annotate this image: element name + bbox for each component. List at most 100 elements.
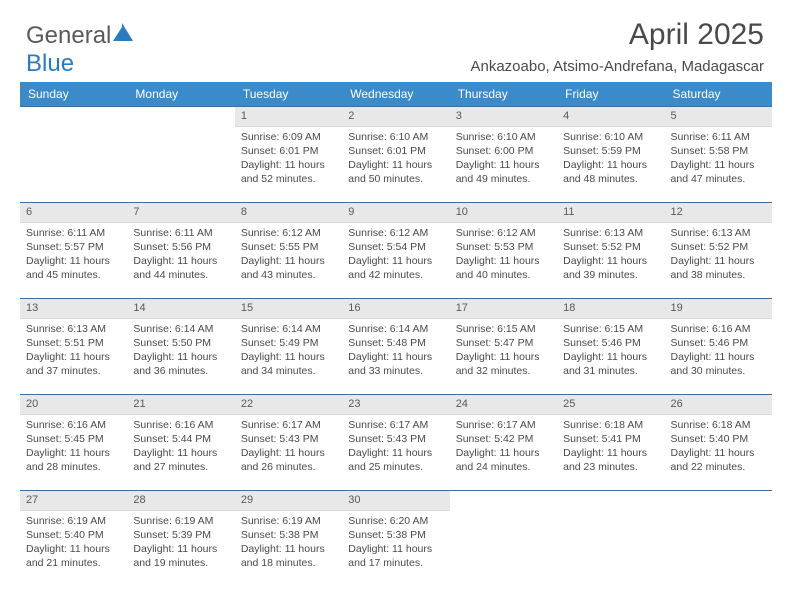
day-number: 10	[450, 203, 557, 223]
day-number: 8	[235, 203, 342, 223]
day-number: 3	[450, 107, 557, 127]
calendar-week-row: 13Sunrise: 6:13 AMSunset: 5:51 PMDayligh…	[20, 299, 772, 395]
weekday-header: Tuesday	[235, 82, 342, 107]
calendar-week-row: 20Sunrise: 6:16 AMSunset: 5:45 PMDayligh…	[20, 395, 772, 491]
day-number: 13	[20, 299, 127, 319]
calendar-day-cell: 21Sunrise: 6:16 AMSunset: 5:44 PMDayligh…	[127, 395, 234, 491]
calendar-day-cell: 22Sunrise: 6:17 AMSunset: 5:43 PMDayligh…	[235, 395, 342, 491]
day-number: 24	[450, 395, 557, 415]
day-number: 19	[665, 299, 772, 319]
day-number: 7	[127, 203, 234, 223]
day-details: Sunrise: 6:17 AMSunset: 5:43 PMDaylight:…	[235, 415, 342, 479]
day-details: Sunrise: 6:13 AMSunset: 5:51 PMDaylight:…	[20, 319, 127, 383]
day-details: Sunrise: 6:10 AMSunset: 6:00 PMDaylight:…	[450, 127, 557, 191]
calendar-day-cell: 19Sunrise: 6:16 AMSunset: 5:46 PMDayligh…	[665, 299, 772, 395]
calendar-day-cell: 23Sunrise: 6:17 AMSunset: 5:43 PMDayligh…	[342, 395, 449, 491]
day-details: Sunrise: 6:17 AMSunset: 5:43 PMDaylight:…	[342, 415, 449, 479]
day-number: 15	[235, 299, 342, 319]
day-number: 5	[665, 107, 772, 127]
brand-triangle-icon	[113, 27, 122, 41]
day-number: 12	[665, 203, 772, 223]
brand-logo: General Blue	[26, 22, 133, 78]
day-number: 9	[342, 203, 449, 223]
calendar-day-cell: 1Sunrise: 6:09 AMSunset: 6:01 PMDaylight…	[235, 107, 342, 203]
calendar-day-cell: 15Sunrise: 6:14 AMSunset: 5:49 PMDayligh…	[235, 299, 342, 395]
day-number: 29	[235, 491, 342, 511]
day-number: 1	[235, 107, 342, 127]
calendar-day-cell: ..	[20, 107, 127, 203]
weekday-header: Thursday	[450, 82, 557, 107]
calendar-day-cell: 11Sunrise: 6:13 AMSunset: 5:52 PMDayligh…	[557, 203, 664, 299]
day-number: 4	[557, 107, 664, 127]
day-details: Sunrise: 6:12 AMSunset: 5:54 PMDaylight:…	[342, 223, 449, 287]
day-details: Sunrise: 6:15 AMSunset: 5:46 PMDaylight:…	[557, 319, 664, 383]
calendar-day-cell: 16Sunrise: 6:14 AMSunset: 5:48 PMDayligh…	[342, 299, 449, 395]
calendar-day-cell: 29Sunrise: 6:19 AMSunset: 5:38 PMDayligh…	[235, 491, 342, 587]
calendar-day-cell: 9Sunrise: 6:12 AMSunset: 5:54 PMDaylight…	[342, 203, 449, 299]
calendar-day-cell: 10Sunrise: 6:12 AMSunset: 5:53 PMDayligh…	[450, 203, 557, 299]
day-number: 21	[127, 395, 234, 415]
calendar-day-cell: 6Sunrise: 6:11 AMSunset: 5:57 PMDaylight…	[20, 203, 127, 299]
weekday-header: Monday	[127, 82, 234, 107]
day-details: Sunrise: 6:12 AMSunset: 5:55 PMDaylight:…	[235, 223, 342, 287]
day-number: 6	[20, 203, 127, 223]
day-details: Sunrise: 6:15 AMSunset: 5:47 PMDaylight:…	[450, 319, 557, 383]
day-details: Sunrise: 6:14 AMSunset: 5:50 PMDaylight:…	[127, 319, 234, 383]
day-number: 27	[20, 491, 127, 511]
calendar-day-cell: 12Sunrise: 6:13 AMSunset: 5:52 PMDayligh…	[665, 203, 772, 299]
calendar-day-cell: 28Sunrise: 6:19 AMSunset: 5:39 PMDayligh…	[127, 491, 234, 587]
calendar-day-cell: 17Sunrise: 6:15 AMSunset: 5:47 PMDayligh…	[450, 299, 557, 395]
day-details: Sunrise: 6:10 AMSunset: 5:59 PMDaylight:…	[557, 127, 664, 191]
calendar-day-cell: ..	[665, 491, 772, 587]
day-number: 17	[450, 299, 557, 319]
day-details: Sunrise: 6:11 AMSunset: 5:56 PMDaylight:…	[127, 223, 234, 287]
calendar-day-cell: 24Sunrise: 6:17 AMSunset: 5:42 PMDayligh…	[450, 395, 557, 491]
calendar-day-cell: 14Sunrise: 6:14 AMSunset: 5:50 PMDayligh…	[127, 299, 234, 395]
calendar-day-cell: 18Sunrise: 6:15 AMSunset: 5:46 PMDayligh…	[557, 299, 664, 395]
calendar-day-cell: 5Sunrise: 6:11 AMSunset: 5:58 PMDaylight…	[665, 107, 772, 203]
day-number: 30	[342, 491, 449, 511]
day-details: Sunrise: 6:17 AMSunset: 5:42 PMDaylight:…	[450, 415, 557, 479]
day-details: Sunrise: 6:13 AMSunset: 5:52 PMDaylight:…	[557, 223, 664, 287]
calendar-day-cell: 7Sunrise: 6:11 AMSunset: 5:56 PMDaylight…	[127, 203, 234, 299]
day-details: Sunrise: 6:19 AMSunset: 5:40 PMDaylight:…	[20, 511, 127, 575]
day-number: 23	[342, 395, 449, 415]
day-details: Sunrise: 6:14 AMSunset: 5:49 PMDaylight:…	[235, 319, 342, 383]
page-title: April 2025	[470, 18, 764, 52]
day-details: Sunrise: 6:18 AMSunset: 5:41 PMDaylight:…	[557, 415, 664, 479]
calendar-day-cell: 20Sunrise: 6:16 AMSunset: 5:45 PMDayligh…	[20, 395, 127, 491]
day-number: 14	[127, 299, 234, 319]
weekday-header: Wednesday	[342, 82, 449, 107]
calendar-day-cell: 30Sunrise: 6:20 AMSunset: 5:38 PMDayligh…	[342, 491, 449, 587]
day-details: Sunrise: 6:19 AMSunset: 5:38 PMDaylight:…	[235, 511, 342, 575]
calendar-day-cell: 26Sunrise: 6:18 AMSunset: 5:40 PMDayligh…	[665, 395, 772, 491]
day-details: Sunrise: 6:16 AMSunset: 5:46 PMDaylight:…	[665, 319, 772, 383]
calendar-day-cell: 25Sunrise: 6:18 AMSunset: 5:41 PMDayligh…	[557, 395, 664, 491]
day-details: Sunrise: 6:16 AMSunset: 5:45 PMDaylight:…	[20, 415, 127, 479]
calendar-body: .... 1Sunrise: 6:09 AMSunset: 6:01 PMDayl…	[20, 107, 772, 587]
day-details: Sunrise: 6:18 AMSunset: 5:40 PMDaylight:…	[665, 415, 772, 479]
header-right: April 2025 Ankazoabo, Atsimo-Andrefana, …	[470, 18, 764, 75]
calendar-week-row: 27Sunrise: 6:19 AMSunset: 5:40 PMDayligh…	[20, 491, 772, 587]
day-details: Sunrise: 6:19 AMSunset: 5:39 PMDaylight:…	[127, 511, 234, 575]
day-details: Sunrise: 6:11 AMSunset: 5:57 PMDaylight:…	[20, 223, 127, 287]
day-number: 11	[557, 203, 664, 223]
day-number: 20	[20, 395, 127, 415]
day-details: Sunrise: 6:14 AMSunset: 5:48 PMDaylight:…	[342, 319, 449, 383]
calendar-day-cell: 4Sunrise: 6:10 AMSunset: 5:59 PMDaylight…	[557, 107, 664, 203]
calendar-day-cell: 8Sunrise: 6:12 AMSunset: 5:55 PMDaylight…	[235, 203, 342, 299]
day-details: Sunrise: 6:13 AMSunset: 5:52 PMDaylight:…	[665, 223, 772, 287]
calendar-day-cell: 27Sunrise: 6:19 AMSunset: 5:40 PMDayligh…	[20, 491, 127, 587]
calendar-week-row: ....1Sunrise: 6:09 AMSunset: 6:01 PMDayl…	[20, 107, 772, 203]
weekday-header: Saturday	[665, 82, 772, 107]
calendar-table: SundayMondayTuesdayWednesdayThursdayFrid…	[20, 82, 772, 587]
day-details: Sunrise: 6:10 AMSunset: 6:01 PMDaylight:…	[342, 127, 449, 191]
calendar-day-cell: 13Sunrise: 6:13 AMSunset: 5:51 PMDayligh…	[20, 299, 127, 395]
calendar-week-row: 6Sunrise: 6:11 AMSunset: 5:57 PMDaylight…	[20, 203, 772, 299]
day-details: Sunrise: 6:20 AMSunset: 5:38 PMDaylight:…	[342, 511, 449, 575]
calendar-day-cell: 2Sunrise: 6:10 AMSunset: 6:01 PMDaylight…	[342, 107, 449, 203]
day-number: 26	[665, 395, 772, 415]
day-number: 28	[127, 491, 234, 511]
location-subtitle: Ankazoabo, Atsimo-Andrefana, Madagascar	[470, 58, 764, 75]
calendar-day-cell: 3Sunrise: 6:10 AMSunset: 6:00 PMDaylight…	[450, 107, 557, 203]
